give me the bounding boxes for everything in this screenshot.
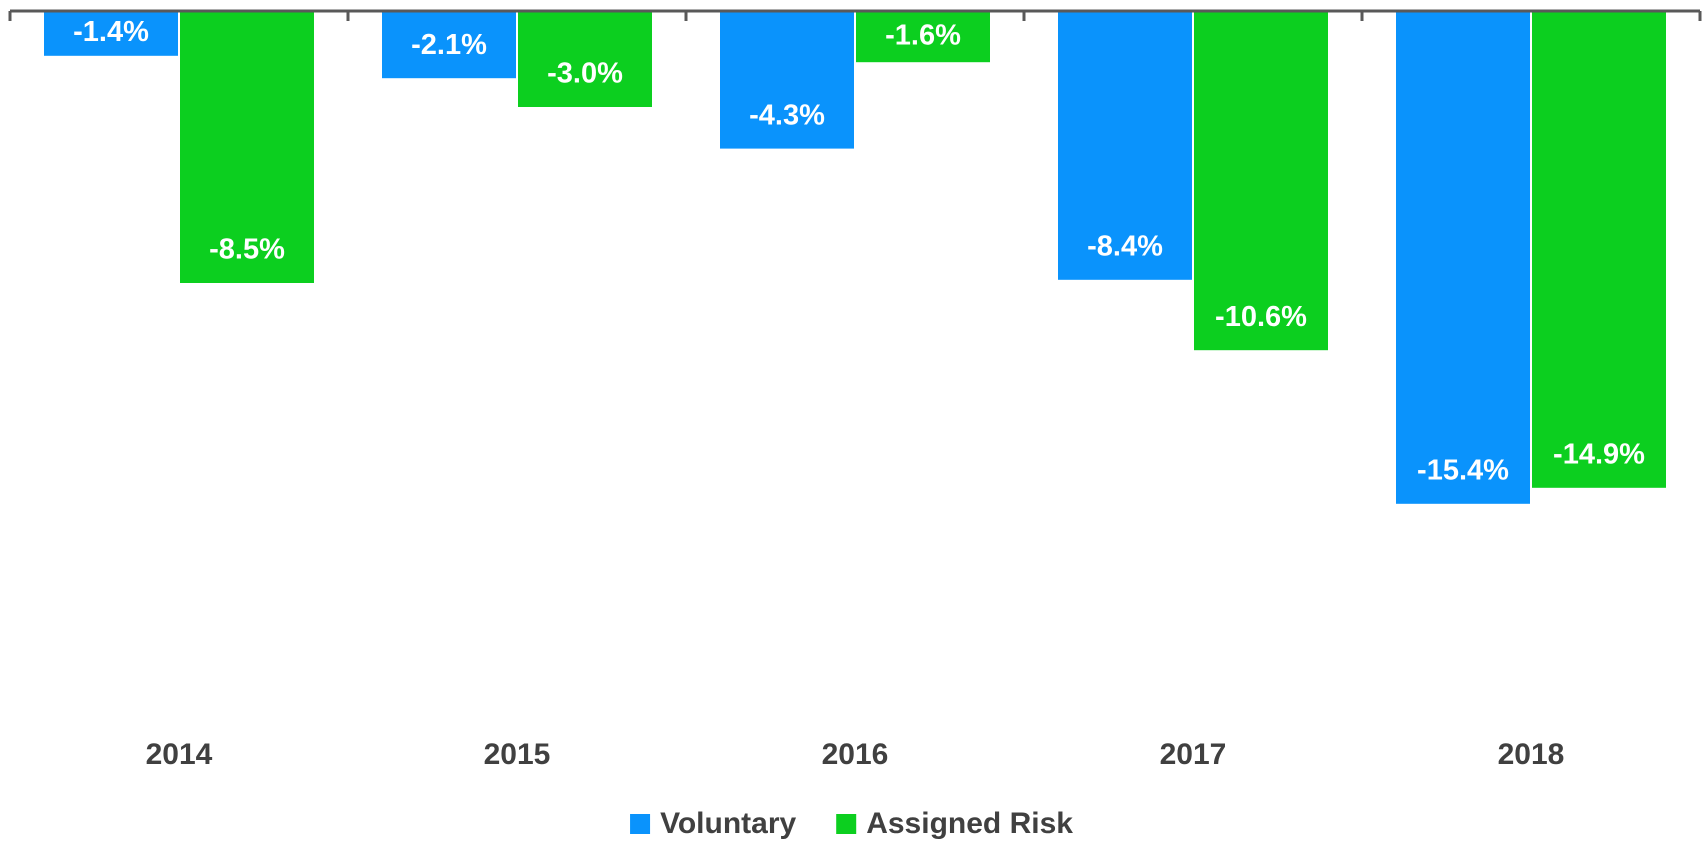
bar: [518, 11, 652, 107]
x-tick-label: 2017: [1160, 738, 1227, 771]
x-tick-label: 2014: [146, 738, 213, 771]
bar: [1194, 11, 1328, 351]
legend-label: Voluntary: [660, 807, 796, 840]
bar: [1532, 11, 1666, 488]
value-label: -2.1%: [411, 29, 487, 61]
value-label: -3.0%: [547, 58, 623, 90]
value-label: -14.9%: [1553, 438, 1645, 470]
value-label: -8.5%: [209, 234, 285, 266]
value-label: -1.6%: [885, 19, 961, 51]
value-label: -10.6%: [1215, 301, 1307, 333]
legend-swatch: [836, 814, 857, 834]
bar: [1058, 11, 1192, 280]
bar: [382, 11, 516, 79]
bar: [180, 11, 314, 283]
bar: [1396, 11, 1530, 504]
value-label: -15.4%: [1417, 454, 1509, 486]
legend-swatch: [630, 814, 651, 834]
bar: [720, 11, 854, 149]
bar: [856, 11, 990, 63]
bar: [44, 11, 178, 56]
value-label: -1.4%: [73, 16, 149, 48]
x-tick-label: 2015: [484, 738, 551, 771]
value-label: -4.3%: [749, 99, 825, 131]
legend-label: Assigned Risk: [866, 807, 1073, 840]
value-label: -8.4%: [1087, 230, 1163, 262]
x-tick-label: 2016: [822, 738, 889, 771]
x-tick-label: 2018: [1498, 738, 1565, 771]
